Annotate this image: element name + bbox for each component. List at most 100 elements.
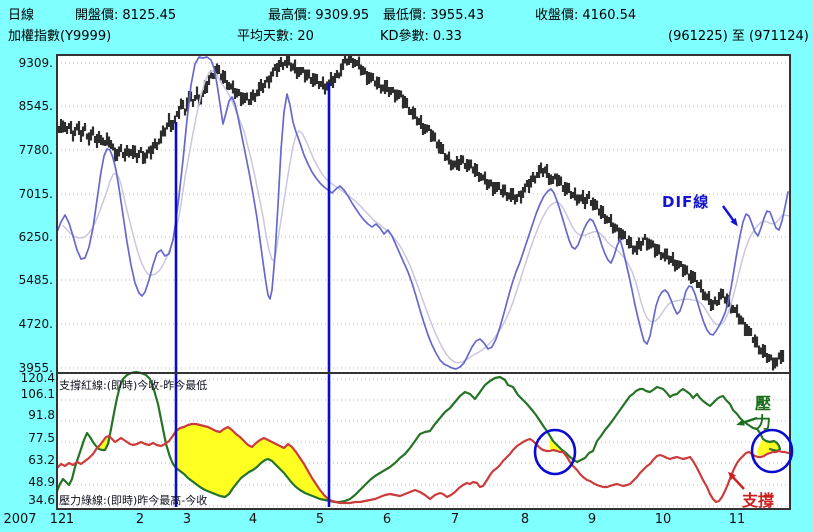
candle [769,354,773,361]
candle [309,77,313,84]
avg-days-value: 20 [297,29,314,44]
candle [255,89,259,97]
axis-tick: 4720. [18,317,53,331]
candle [281,62,285,70]
candle [135,153,139,163]
candle [209,70,213,79]
axis-tick: 7 [450,512,460,527]
candle [139,147,143,153]
candle [599,205,603,219]
candle [99,135,103,145]
candle [637,237,641,250]
candle [721,289,725,298]
candle [249,92,253,105]
candle [549,174,553,185]
candle [351,58,355,68]
axis-tick: 7015. [18,187,53,201]
candle [747,326,751,336]
close-label: 收盤價: [535,8,579,23]
candle [743,322,747,336]
pressure-label: 壓力 [754,394,771,432]
annotation-arrowhead [730,218,738,227]
candle [745,324,749,336]
candle [79,130,83,142]
candle [59,119,63,133]
candle [373,80,377,87]
candle [713,296,717,305]
candle [337,72,341,79]
candle [447,151,451,165]
candle [763,345,767,357]
candle [605,215,609,224]
candle [101,137,105,146]
candle [659,252,663,260]
candle [535,172,539,178]
candle [443,153,447,161]
candle [567,183,571,193]
candle [653,243,657,258]
candle [111,143,115,151]
candle [615,224,619,232]
candle [561,185,565,192]
candle [405,98,409,108]
candle [515,194,519,202]
candle [387,87,391,97]
low-value: 3955.43 [430,8,485,23]
candle [177,106,181,119]
axis-tick: 5485. [18,273,53,287]
candle [543,166,547,174]
candle [577,194,581,204]
candle [247,99,251,105]
candle [775,357,779,367]
candle [157,138,161,145]
candle [491,182,495,196]
candle [519,190,523,204]
candle [313,73,317,86]
candle [153,138,157,149]
candle [487,179,491,189]
candle [583,197,587,209]
open-price: 開盤價: 8125.45 [75,8,176,24]
axis-tick: 77.5 [28,431,55,445]
candle [757,345,761,355]
high-value: 9309.95 [315,8,370,23]
candle [347,56,351,65]
candle [155,142,159,150]
candle [211,73,215,79]
candle [425,124,429,133]
candle [399,90,403,98]
candle [469,159,473,169]
candle [707,291,711,305]
candle [597,208,601,216]
candle [557,175,561,186]
candle [591,197,595,211]
axis-tick: 12 [49,512,67,527]
candle [697,282,701,288]
candle [127,148,131,158]
avg-days: 平均天數: 20 [237,29,314,45]
candle [603,214,607,224]
candle [723,296,727,304]
candle [613,223,617,233]
candle [465,159,469,172]
low-price: 最低價: 3955.43 [383,8,484,24]
candle [497,182,501,190]
axis-tick: 7780. [18,143,53,157]
candle [533,175,537,184]
candle [575,194,579,206]
axis-tick: 106.1 [20,387,55,401]
candle [383,80,387,94]
candle [501,184,505,198]
series-type-label: 日線 [8,8,35,23]
candle [393,89,397,103]
candle [507,192,511,200]
candle [445,154,449,161]
candle [233,88,237,99]
candle [319,81,323,87]
axis-tick: 34.6 [28,493,55,507]
candle [639,241,643,251]
candle [163,127,167,137]
candle [357,56,361,70]
candle [725,293,729,308]
candle [279,57,283,67]
